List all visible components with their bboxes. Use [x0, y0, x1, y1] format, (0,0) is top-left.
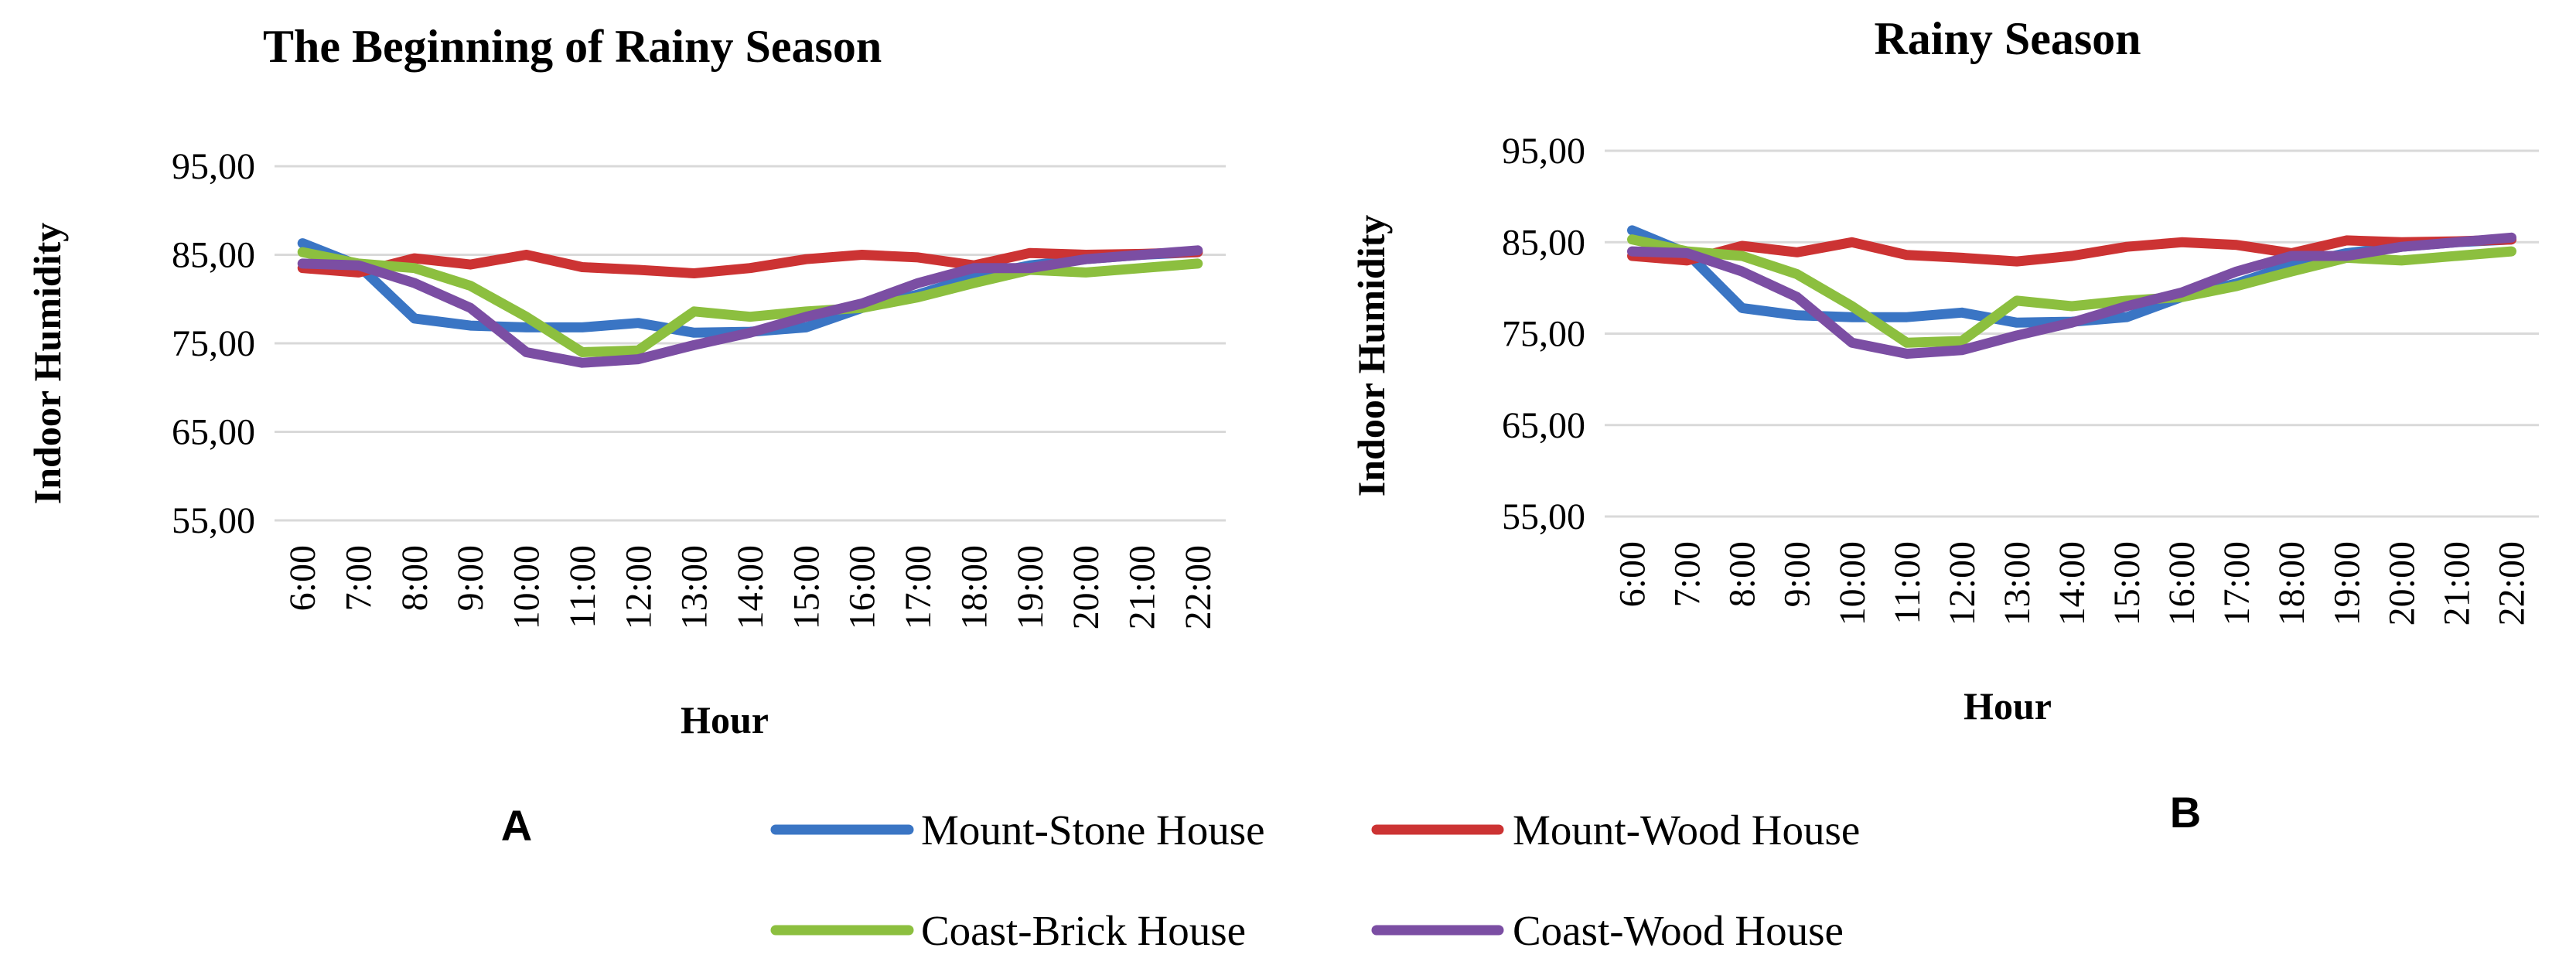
- y-tick-label: 75,00: [1502, 314, 1585, 355]
- panel-label-b: B: [2170, 788, 2201, 837]
- x-tick-label: 17:00: [2216, 541, 2257, 626]
- y-tick-label: 85,00: [172, 235, 255, 276]
- gridlines-a: [275, 165, 1226, 522]
- x-tick-label: 22:00: [2491, 541, 2532, 626]
- x-tick-label: 6:00: [282, 545, 323, 611]
- legend-label-mount-wood: Mount-Wood House: [1513, 806, 1860, 854]
- y-axis-label-a: Indoor Humidity: [26, 223, 69, 504]
- series-line-coast-wood-house: [1627, 232, 2516, 359]
- y-ticks-a: 95,00 85,00 75,00 65,00 55,00: [172, 146, 255, 541]
- y-tick-label: 65,00: [1502, 405, 1585, 446]
- x-ticks-a: 6:00 7:00 8:00 9:00 10:00 11:00 12:00 13:00 14:0…: [282, 545, 1219, 629]
- y-axis-label-b: Indoor Humidity: [1349, 215, 1393, 496]
- series-line-mount-wood-house: [1627, 234, 2516, 267]
- y-tick-label: 75,00: [172, 323, 255, 364]
- x-tick-label: 10:00: [1832, 541, 1873, 626]
- y-tick-label: 65,00: [172, 412, 255, 453]
- x-tick-label: 18:00: [954, 545, 995, 629]
- series-lines-b: [1627, 225, 2516, 359]
- series-line-coast-wood-house: [297, 245, 1203, 368]
- x-tick-label: 11:00: [1887, 541, 1928, 625]
- legend: Mount-Stone House Mount-Wood House Coast…: [770, 806, 1860, 954]
- y-tick-label: 95,00: [1502, 131, 1585, 172]
- chart-title-a: The Beginning of Rainy Season: [263, 21, 882, 72]
- x-axis-label-b: Hour: [1964, 684, 2052, 728]
- chart-panel-b: Rainy Season Indoor Humidity Hour 95,00 8…: [1349, 13, 2539, 728]
- legend-label-mount-stone: Mount-Stone House: [921, 806, 1265, 854]
- x-tick-label: 19:00: [1010, 545, 1051, 629]
- x-tick-label: 9:00: [1777, 541, 1818, 607]
- x-tick-label: 9:00: [450, 545, 491, 611]
- x-tick-label: 12:00: [1942, 541, 1983, 626]
- legend-item-coast-brick: Coast-Brick House: [770, 907, 1246, 954]
- x-tick-label: 21:00: [1121, 545, 1162, 629]
- series-lines-a: [297, 238, 1203, 368]
- x-tick-label: 16:00: [2161, 541, 2202, 626]
- legend-item-mount-wood: Mount-Wood House: [1371, 806, 1860, 854]
- gridlines-b: [1605, 149, 2539, 518]
- series-line-coast-brick-house: [1627, 234, 2516, 348]
- panel-label-a: A: [501, 801, 532, 850]
- y-tick-label: 85,00: [1502, 222, 1585, 263]
- x-tick-label: 16:00: [842, 545, 883, 629]
- x-tick-label: 14:00: [730, 545, 771, 629]
- series-line-coast-brick-house: [297, 247, 1203, 357]
- x-tick-label: 17:00: [898, 545, 939, 629]
- chart-title-b: Rainy Season: [1874, 13, 2141, 64]
- x-axis-label-a: Hour: [681, 698, 769, 741]
- y-ticks-b: 95,00 85,00 75,00 65,00 55,00: [1502, 131, 1585, 537]
- x-tick-label: 11:00: [562, 545, 603, 629]
- x-tick-label: 15:00: [786, 545, 827, 629]
- x-tick-label: 8:00: [1722, 541, 1763, 607]
- x-tick-label: 21:00: [2436, 541, 2477, 626]
- y-tick-label: 95,00: [172, 146, 255, 187]
- x-tick-label: 14:00: [2052, 541, 2093, 626]
- x-tick-label: 20:00: [2381, 541, 2422, 626]
- x-tick-label: 15:00: [2107, 541, 2148, 626]
- x-tick-label: 8:00: [394, 545, 435, 611]
- legend-label-coast-wood: Coast-Wood House: [1513, 907, 1844, 954]
- chart-panel-a: The Beginning of Rainy Season Indoor Hum…: [26, 21, 1226, 741]
- x-tick-label: 19:00: [2326, 541, 2367, 626]
- x-tick-label: 20:00: [1066, 545, 1107, 629]
- legend-label-coast-brick: Coast-Brick House: [921, 907, 1246, 954]
- x-tick-label: 22:00: [1178, 545, 1219, 629]
- legend-item-coast-wood: Coast-Wood House: [1371, 907, 1844, 954]
- x-tick-label: 7:00: [339, 545, 380, 611]
- x-tick-label: 6:00: [1612, 541, 1653, 607]
- x-tick-label: 13:00: [1997, 541, 2038, 626]
- x-tick-label: 18:00: [2271, 541, 2312, 626]
- x-tick-label: 12:00: [618, 545, 659, 629]
- x-ticks-b: 6:00 7:00 8:00 9:00 10:00 11:00 12:00 13:00 14:0…: [1612, 541, 2533, 626]
- series-line-mount-wood-house: [297, 247, 1203, 278]
- x-tick-label: 13:00: [674, 545, 715, 629]
- x-tick-label: 10:00: [507, 545, 548, 629]
- x-tick-label: 7:00: [1667, 541, 1708, 607]
- y-tick-label: 55,00: [172, 500, 255, 541]
- y-tick-label: 55,00: [1502, 496, 1585, 537]
- legend-item-mount-stone: Mount-Stone House: [770, 806, 1265, 854]
